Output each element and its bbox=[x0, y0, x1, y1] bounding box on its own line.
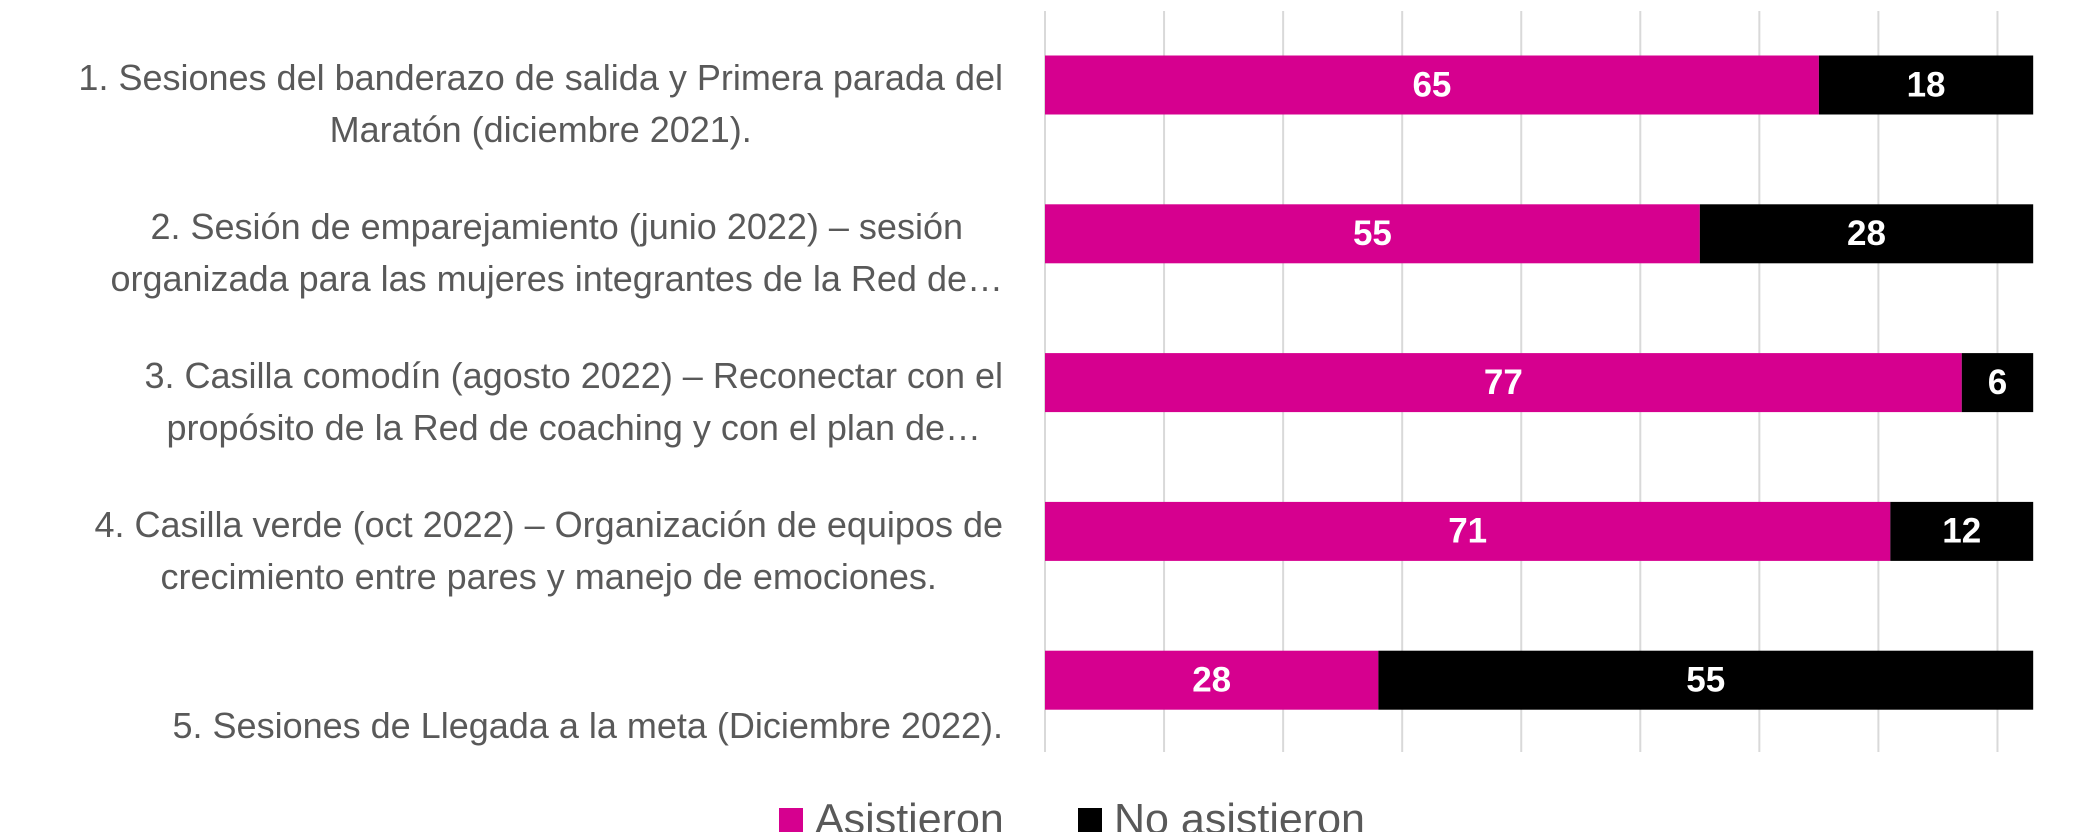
value-label: 28 bbox=[1192, 660, 1231, 699]
value-label: 55 bbox=[1353, 214, 1392, 253]
value-label: 28 bbox=[1847, 214, 1886, 253]
bar bbox=[1818, 55, 2034, 115]
legend-swatch bbox=[1078, 808, 1102, 832]
category-line: crecimiento entre pares y manejo de emoc… bbox=[160, 555, 937, 597]
value-label: 77 bbox=[1484, 363, 1523, 402]
bar bbox=[1378, 650, 2034, 710]
category-line: propósito de la Red de coaching y con el… bbox=[166, 407, 982, 449]
category-label: 5. Sesiones de Llegada a la meta (Diciem… bbox=[173, 700, 1003, 752]
legend-swatch bbox=[779, 808, 803, 832]
value-label: 12 bbox=[1942, 512, 1981, 551]
value-label: 18 bbox=[1907, 65, 1946, 104]
category-line: 5. Sesiones de Llegada a la meta (Diciem… bbox=[172, 704, 1003, 746]
legend-label: Asistieron bbox=[815, 795, 1004, 832]
value-label: 6 bbox=[1988, 363, 2007, 402]
category-label: 4. Casilla verde (oct 2022) – Organizaci… bbox=[94, 499, 1003, 603]
bar bbox=[1045, 204, 1700, 264]
category-line: 2. Sesión de emparejamiento (junio 2022)… bbox=[150, 206, 963, 248]
value-label: 71 bbox=[1448, 512, 1487, 551]
category-line: Maratón (diciembre 2021). bbox=[329, 109, 752, 151]
category-label: 3. Casilla comodín (agosto 2022) – Recon… bbox=[145, 350, 1003, 454]
bar bbox=[1961, 353, 2034, 413]
category-line: 3. Casilla comodín (agosto 2022) – Recon… bbox=[144, 355, 1003, 397]
bar bbox=[1890, 501, 2034, 561]
category-line: 1. Sesiones del banderazo de salida y Pr… bbox=[78, 57, 1003, 99]
legend-label: No asistieron bbox=[1114, 795, 1365, 832]
category-label: 2. Sesión de emparejamiento (junio 2022)… bbox=[110, 201, 1003, 305]
bar bbox=[1045, 55, 1819, 115]
category-line: organizada para las mujeres integrantes … bbox=[110, 258, 1003, 300]
bar bbox=[1045, 650, 1379, 710]
bar bbox=[1045, 501, 1891, 561]
bar bbox=[1045, 353, 1962, 413]
category-label: 1. Sesiones del banderazo de salida y Pr… bbox=[78, 52, 1003, 156]
bar bbox=[1699, 204, 2034, 264]
value-label: 55 bbox=[1686, 660, 1725, 699]
value-label: 65 bbox=[1412, 65, 1451, 104]
category-line: 4. Casilla verde (oct 2022) – Organizaci… bbox=[94, 503, 1003, 545]
